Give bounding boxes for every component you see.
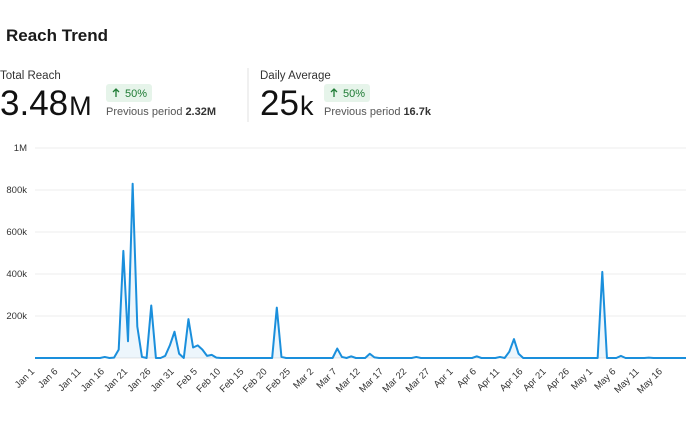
x-tick-label: Mar 2 xyxy=(291,366,316,391)
line-series xyxy=(35,182,686,359)
x-tick-label: Feb 10 xyxy=(194,366,223,395)
x-tick-label: Jan 11 xyxy=(56,366,83,393)
y-tick-label: 600k xyxy=(6,227,27,238)
x-tick-label: May 1 xyxy=(569,366,595,392)
kpi-number: 25 xyxy=(260,84,299,123)
kpi-label: Daily Average xyxy=(260,70,331,82)
previous-value: 16.7k xyxy=(403,106,431,118)
x-tick-label: Apr 16 xyxy=(498,366,526,394)
change-value: 50% xyxy=(125,88,147,100)
x-tick-label: Apr 26 xyxy=(544,366,572,394)
y-tick-label: 800k xyxy=(6,185,27,196)
x-tick-label: Mar 12 xyxy=(334,366,363,395)
widget-title: Reach Trend xyxy=(6,26,108,45)
x-tick-label: Jan 26 xyxy=(125,366,153,394)
change-badge xyxy=(106,84,152,102)
x-tick-label: Feb 15 xyxy=(218,366,247,395)
change-value: 50% xyxy=(343,88,365,100)
x-tick-label: Feb 20 xyxy=(241,366,270,395)
x-tick-label: Apr 11 xyxy=(475,366,502,393)
change-badge xyxy=(324,84,370,102)
y-tick-label: 200k xyxy=(6,311,27,322)
previous-label: Previous period xyxy=(106,106,182,118)
kpi-unit: M xyxy=(69,91,92,121)
x-tick-label: Jan 21 xyxy=(102,366,130,394)
kpi-unit: k xyxy=(300,91,314,121)
x-tick-label: Mar 22 xyxy=(380,366,409,395)
x-tick-label: Mar 17 xyxy=(357,366,386,395)
x-tick-label: Apr 1 xyxy=(432,366,456,390)
previous-period: Previous period 16.7k xyxy=(324,106,432,118)
up-arrow xyxy=(112,88,120,97)
kpi-value: 25k xyxy=(260,84,314,123)
previous-label: Previous period xyxy=(324,106,400,118)
kpi-value: 3.48M xyxy=(0,84,92,123)
y-tick-label: 400k xyxy=(6,269,27,280)
kpi-number: 3.48 xyxy=(0,84,68,123)
y-tick-label: 1M xyxy=(14,143,27,154)
x-tick-label: Jan 1 xyxy=(13,366,37,390)
x-tick-label: May 16 xyxy=(635,366,665,396)
x-tick-label: Jan 31 xyxy=(149,366,177,394)
x-tick-label: Jan 16 xyxy=(79,366,107,394)
x-tick-label: Mar 27 xyxy=(404,366,433,395)
kpi-label: Total Reach xyxy=(0,70,61,82)
previous-value: 2.32M xyxy=(185,106,216,118)
x-tick-label: Apr 21 xyxy=(521,366,549,394)
previous-period: Previous period 2.32M xyxy=(106,106,216,118)
x-tick-label: Feb 25 xyxy=(264,366,293,395)
up-arrow xyxy=(330,88,338,97)
